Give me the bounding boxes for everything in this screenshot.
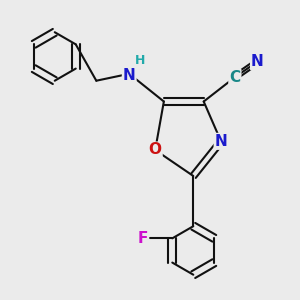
Text: N: N xyxy=(123,68,136,83)
Text: N: N xyxy=(214,134,227,149)
Text: H: H xyxy=(134,54,145,67)
Text: F: F xyxy=(138,231,148,246)
Text: C: C xyxy=(229,70,240,85)
Text: O: O xyxy=(149,142,162,158)
Text: N: N xyxy=(251,54,264,69)
